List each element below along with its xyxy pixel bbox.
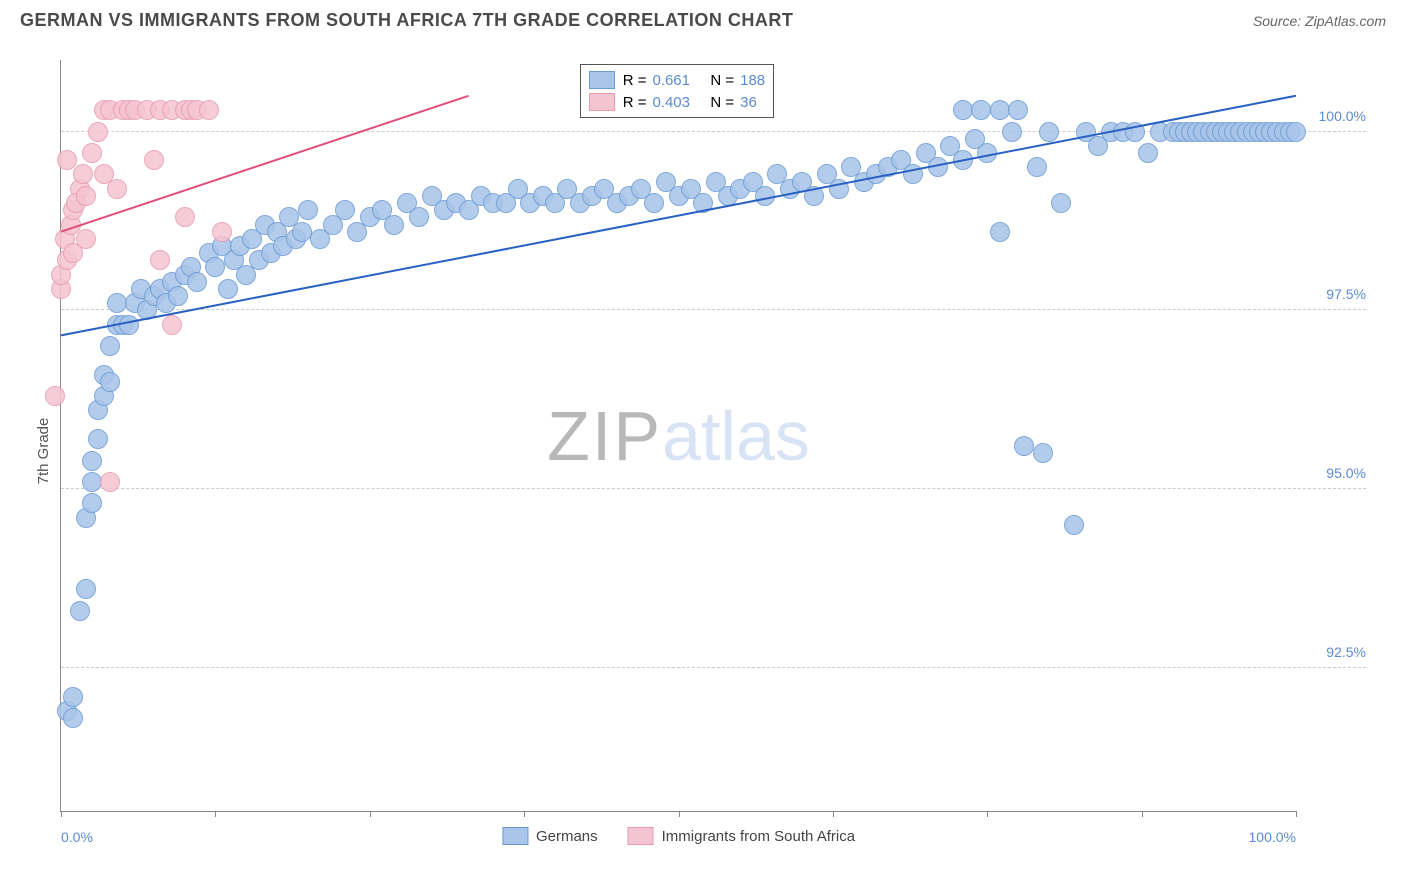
x-tick: [1296, 811, 1297, 817]
y-tick-label: 95.0%: [1326, 465, 1366, 481]
x-tick: [524, 811, 525, 817]
legend-row: R = 0.403 N = 36: [589, 91, 765, 113]
legend-stats: R = 0.403 N = 36: [623, 94, 757, 111]
x-tick: [215, 811, 216, 817]
legend-label: Germans: [536, 828, 598, 845]
y-tick-label: 100.0%: [1319, 108, 1366, 124]
plot-area: ZIPatlas 92.5%95.0%97.5%100.0%0.0%100.0%…: [60, 60, 1296, 812]
x-tick-label: 100.0%: [1249, 829, 1296, 845]
chart-title: GERMAN VS IMMIGRANTS FROM SOUTH AFRICA 7…: [20, 10, 793, 31]
x-tick: [987, 811, 988, 817]
legend-swatch: [502, 827, 528, 845]
legend-swatch: [628, 827, 654, 845]
x-tick-label: 0.0%: [61, 829, 93, 845]
x-tick: [370, 811, 371, 817]
x-tick: [61, 811, 62, 817]
legend-item: Germans: [502, 827, 598, 845]
correlation-legend: R = 0.661 N = 188 R = 0.403 N = 36: [580, 64, 774, 118]
chart-source: Source: ZipAtlas.com: [1253, 13, 1386, 29]
chart-container: 7th Grade ZIPatlas 92.5%95.0%97.5%100.0%…: [20, 40, 1386, 862]
legend-row: R = 0.661 N = 188: [589, 69, 765, 91]
legend-stats: R = 0.661 N = 188: [623, 72, 765, 89]
trend-line: [61, 96, 1296, 336]
series-legend: Germans Immigrants from South Africa: [502, 827, 855, 845]
y-axis-label: 7th Grade: [35, 418, 52, 485]
trend-overlay: [61, 60, 1296, 811]
y-tick-label: 92.5%: [1326, 644, 1366, 660]
x-tick: [1142, 811, 1143, 817]
x-tick: [833, 811, 834, 817]
legend-label: Immigrants from South Africa: [662, 828, 855, 845]
chart-header: GERMAN VS IMMIGRANTS FROM SOUTH AFRICA 7…: [0, 0, 1406, 31]
x-tick: [679, 811, 680, 817]
trend-line: [61, 96, 469, 232]
legend-item: Immigrants from South Africa: [628, 827, 855, 845]
y-tick-label: 97.5%: [1326, 286, 1366, 302]
legend-swatch: [589, 71, 615, 89]
legend-swatch: [589, 93, 615, 111]
